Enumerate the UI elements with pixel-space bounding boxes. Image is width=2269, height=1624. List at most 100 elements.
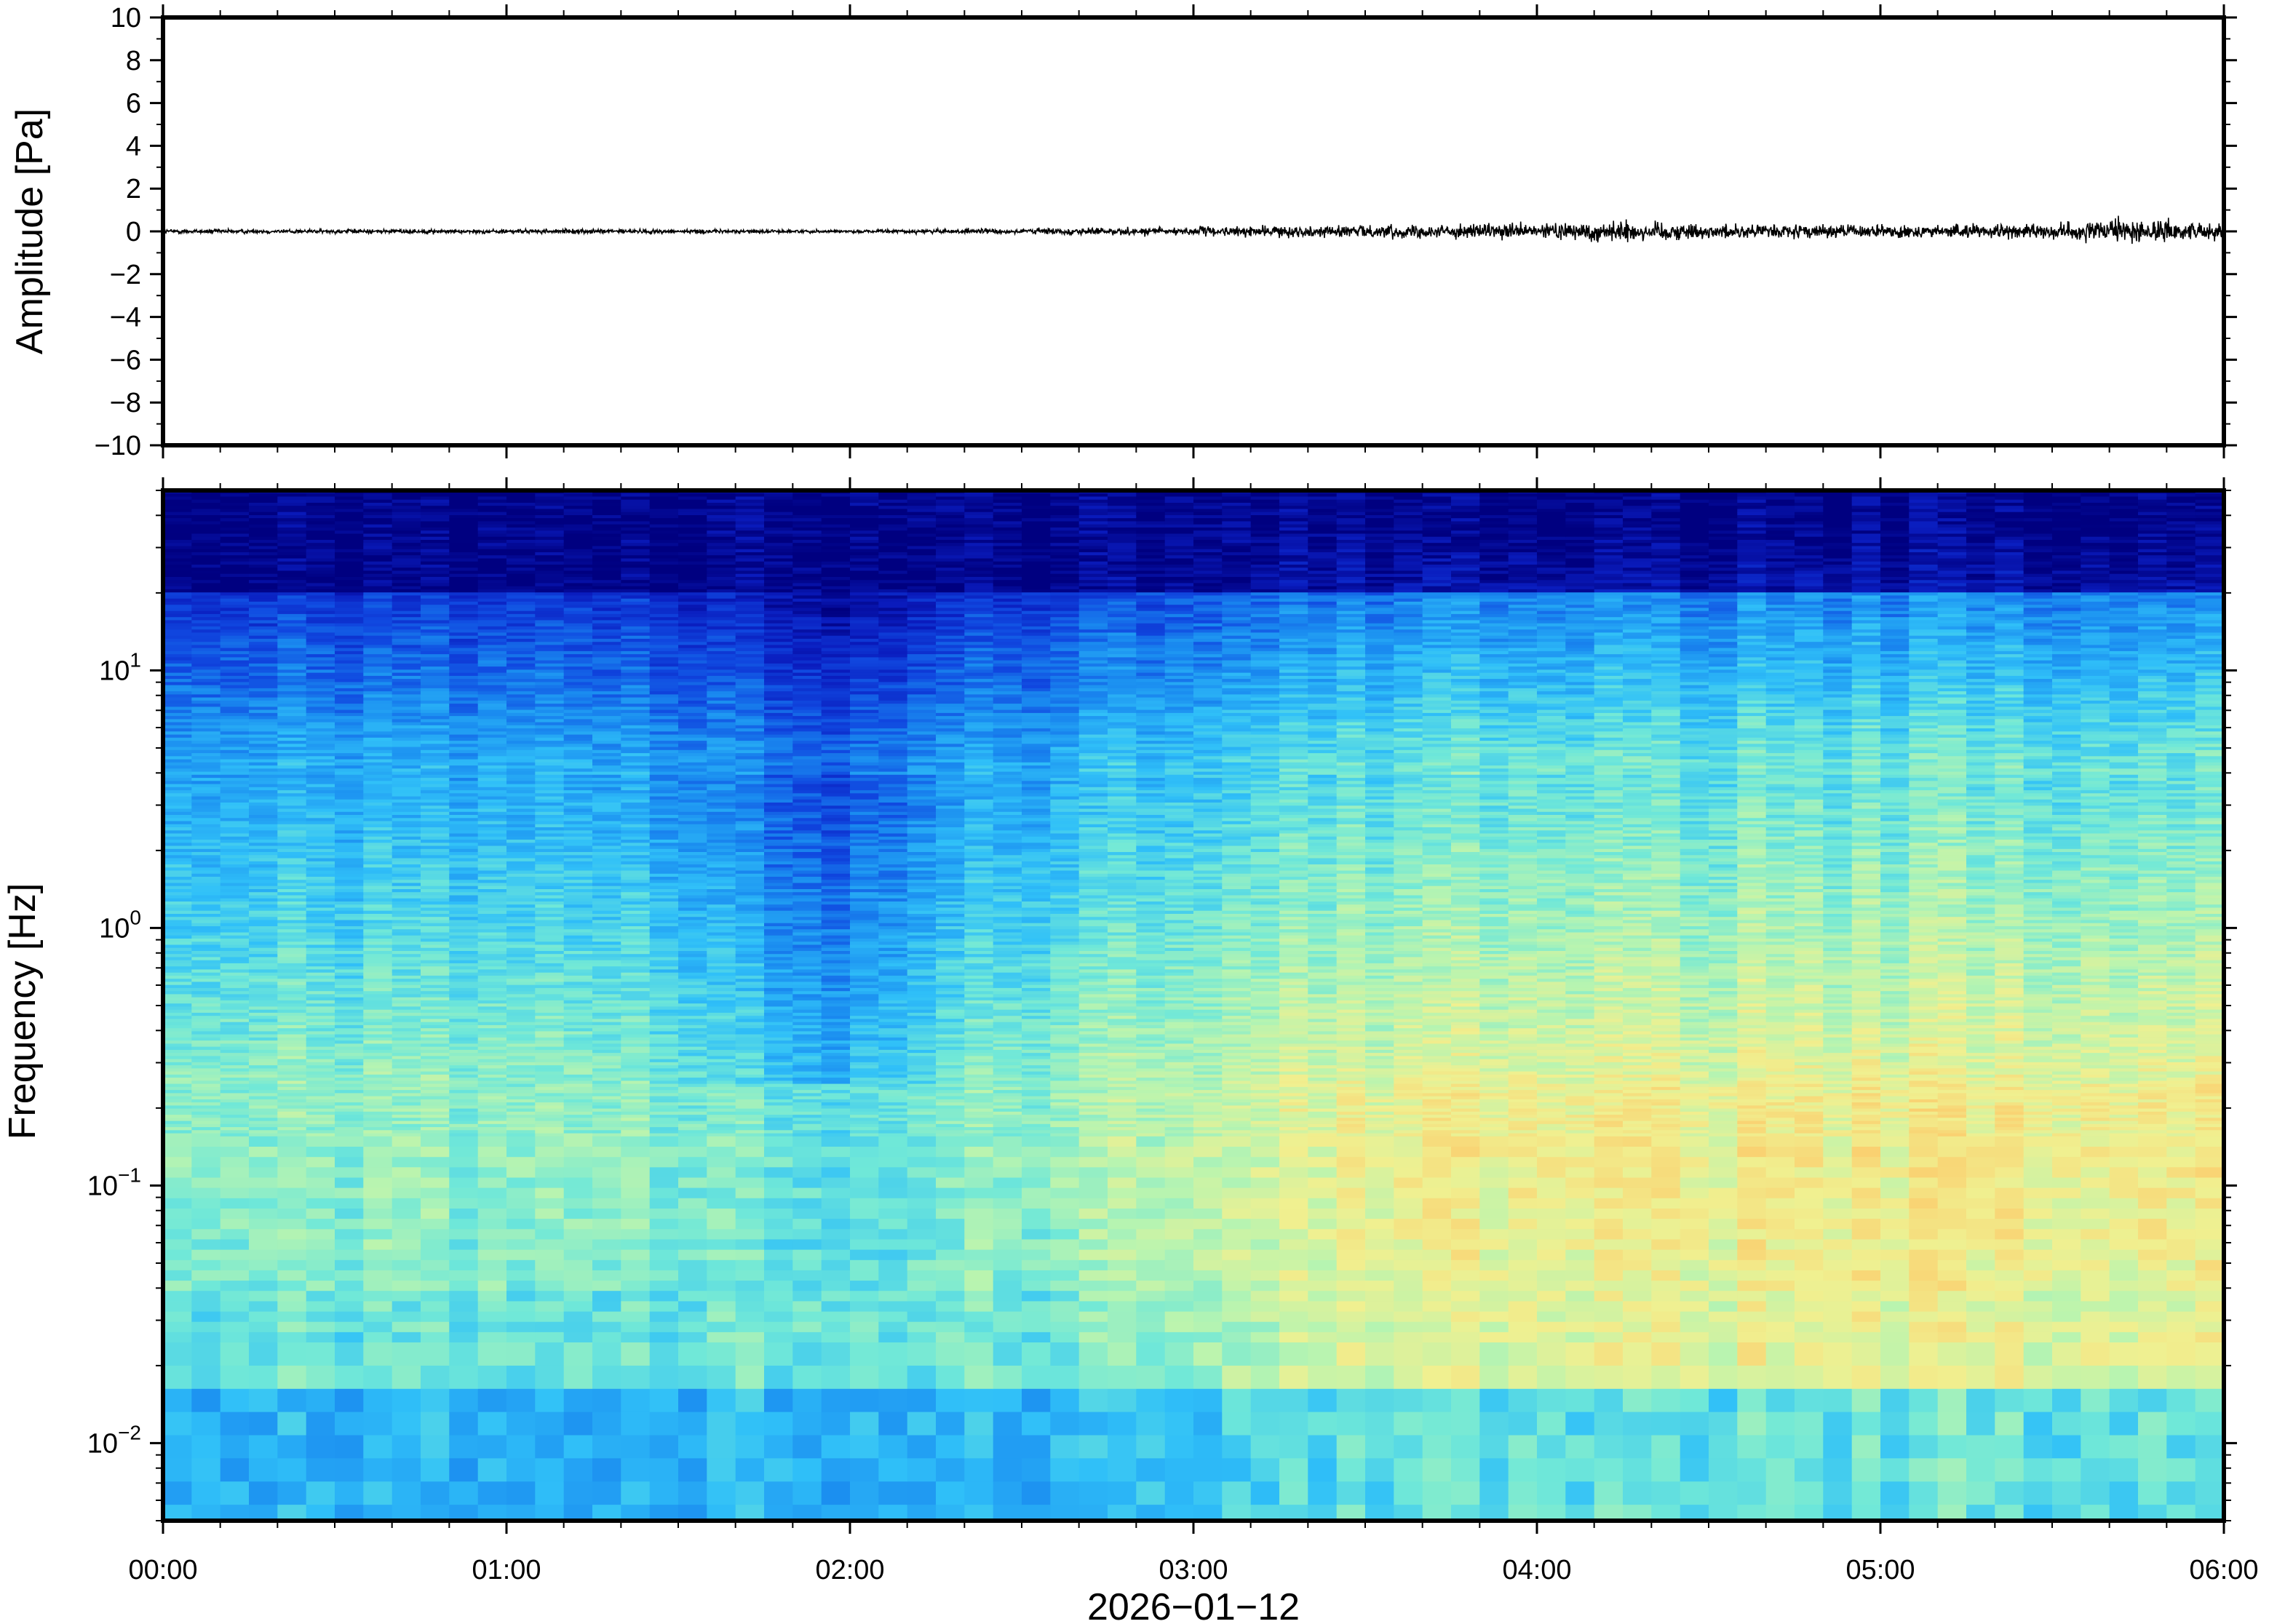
spectrogram-cell [191, 617, 221, 621]
spectrogram-cell [735, 493, 765, 498]
spectrogram-cell [392, 1093, 421, 1097]
spectrogram-cell [335, 749, 365, 754]
spectrogram-cell [335, 657, 365, 661]
spectrogram-cell [220, 1118, 250, 1122]
spectrogram-cell [277, 1099, 307, 1103]
spectrogram-cell [335, 549, 365, 553]
spectrogram-cell [421, 1056, 450, 1060]
spectrogram-cell [678, 749, 708, 754]
spectrogram-cell [707, 824, 736, 828]
spectrogram-cell [306, 722, 335, 726]
spectrogram-cell [707, 808, 736, 813]
spectrogram-cell [621, 595, 651, 600]
spectrogram-cell [363, 997, 393, 1001]
spectrogram-cell [421, 1102, 450, 1107]
spectrogram-cell [421, 728, 450, 733]
spectrogram-cell [220, 982, 250, 986]
spectrogram-cell [592, 799, 622, 803]
spectrogram-cell [363, 642, 393, 646]
spectrogram-cell [449, 657, 479, 661]
spectrogram-cell [592, 1177, 622, 1189]
spectrogram-cell [449, 917, 479, 921]
spectrogram-cell [363, 552, 393, 556]
spectrogram-cell [249, 586, 279, 590]
spectrogram-cell [277, 712, 307, 717]
spectrogram-cell [249, 1435, 279, 1460]
spectrogram-cell [363, 1053, 393, 1057]
spectrogram-cell [506, 712, 536, 717]
spectrogram-cell [735, 629, 765, 634]
spectrogram-cell [563, 972, 593, 976]
spectrogram-cell [277, 784, 307, 788]
spectrogram-cell [649, 982, 679, 986]
spectrogram-cell [220, 1086, 250, 1091]
spectrogram-cell [277, 942, 307, 946]
spectrogram-cell [506, 1481, 536, 1505]
spectrogram-cell [163, 880, 193, 884]
spectrogram-cell [220, 1388, 250, 1413]
spectrogram-cell [421, 1019, 450, 1023]
spectrogram-cell [220, 1365, 250, 1390]
spectrogram-cell [392, 528, 421, 531]
spectrogram-cell [421, 957, 450, 961]
spectrogram-cell [477, 528, 507, 531]
spectrogram-cell [249, 889, 279, 893]
spectrogram-cell [449, 1040, 479, 1045]
spectrogram-cell [363, 1105, 393, 1110]
spectrogram-cell [363, 848, 393, 853]
spectrogram-cell [277, 1105, 307, 1110]
spectrogram-cell [335, 855, 365, 859]
spectrogram-cell [306, 1458, 335, 1482]
spectrogram-cell [649, 1040, 679, 1045]
spectrogram-cell [707, 858, 736, 862]
spectrogram-cell [392, 660, 421, 664]
spectrogram-cell [477, 787, 507, 791]
spectrogram-cell [249, 877, 279, 880]
spectrogram-cell [649, 493, 679, 498]
spectrogram-cell [621, 932, 651, 936]
spectrogram-cell [535, 704, 565, 708]
spectrogram-cell [449, 1083, 479, 1088]
spectrogram-cell [249, 592, 279, 597]
spectrogram-cell [707, 753, 736, 757]
spectrogram-cell [220, 942, 250, 946]
spectrogram-cell [335, 932, 365, 936]
spectrogram-cell [592, 1229, 622, 1241]
spectrogram-cell [249, 1209, 279, 1219]
spectrogram-cell [392, 892, 421, 896]
spectrogram-cell [421, 771, 450, 776]
spectrogram-cell [421, 1093, 450, 1097]
spectrogram-cell [477, 987, 507, 992]
spectrogram-cell [449, 904, 479, 909]
spectrogram-cell [621, 1012, 651, 1016]
spectrogram-cell [392, 558, 421, 562]
spectrogram-cell [707, 883, 736, 887]
spectrogram-cell [592, 1388, 622, 1413]
spectrogram-cell [477, 1022, 507, 1026]
spectrogram-cell [335, 679, 365, 683]
spectrogram-cell [249, 605, 279, 609]
spectrogram-cell [707, 610, 736, 615]
spectrogram-cell [421, 583, 450, 587]
spectrogram-cell [191, 920, 221, 924]
spectrogram-cell [506, 589, 536, 593]
spectrogram-cell [363, 1093, 393, 1097]
spectrogram-cell [592, 629, 622, 634]
spectrogram-cell [306, 858, 335, 862]
spectrogram-cell [477, 858, 507, 862]
spectrogram-cell [306, 1024, 335, 1029]
spectrogram-cell [535, 503, 565, 506]
spectrogram-cell [535, 932, 565, 936]
spectrogram-cell [563, 1157, 593, 1169]
spectrogram-cell [392, 898, 421, 902]
spectrogram-cell [535, 864, 565, 868]
spectrogram-cell [506, 787, 536, 791]
spectrogram-cell [621, 1481, 651, 1505]
spectrogram-cell [649, 790, 679, 795]
spectrogram-cell [421, 1281, 450, 1292]
spectrogram-cell [621, 694, 651, 698]
spectrogram-cell [621, 818, 651, 822]
spectrogram-cell [449, 895, 479, 899]
spectrogram-cell [535, 536, 565, 541]
spectrogram-cell [220, 1080, 250, 1085]
